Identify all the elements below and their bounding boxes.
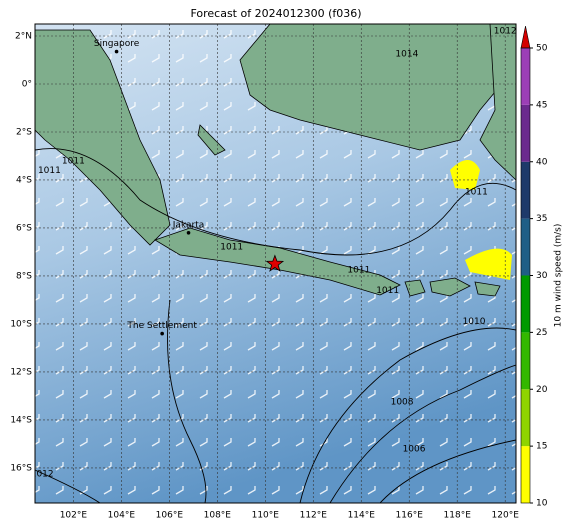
lon-label: 120°E [492, 511, 520, 521]
isobar-label: 1011 [465, 187, 488, 197]
colorbar-tick-label: 15 [536, 442, 547, 452]
lat-label: 2°N [15, 31, 32, 41]
colorbar-tick-label: 25 [536, 328, 547, 338]
place-label: The Settlement [126, 321, 197, 331]
lon-label: 116°E [396, 511, 424, 521]
lon-label: 104°E [108, 511, 136, 521]
colorbar-segment [521, 104, 530, 162]
lat-label: 16°S [10, 463, 32, 473]
isobar-label: 1006 [403, 444, 426, 454]
place-dot [114, 49, 119, 54]
isobar-label: 1011 [376, 286, 399, 296]
isobar-label: 1012 [494, 27, 517, 37]
lat-label: 2°S [16, 127, 32, 137]
colorbar-segment [521, 161, 530, 219]
place-dot [160, 331, 164, 336]
lon-label: 114°E [348, 511, 376, 521]
lon-label: 110°E [252, 511, 280, 521]
lat-label: 8°S [16, 271, 32, 281]
lon-label: 102°E [60, 511, 88, 521]
isobar-label: 1011 [62, 156, 85, 166]
colorbar-segment [521, 332, 530, 390]
isobar-label: 1010 [463, 317, 486, 327]
axes: 102°E 104°E 106°E 108°E 110°E 112°E 114°E 116°E… [10, 31, 519, 520]
colorbar-tick-label: 40 [536, 157, 548, 167]
isobar-label: 1011 [38, 166, 61, 176]
colorbar-tick-label: 10 [536, 499, 548, 509]
lon-label: 108°E [204, 511, 232, 521]
lat-label: 10°S [10, 319, 32, 329]
title: Forecast of 2024012300 (f036) [190, 7, 361, 20]
colorbar-segment [521, 218, 530, 276]
colorbar-label: 10 m wind speed (m/s) [554, 224, 564, 328]
colorbar-segment [521, 275, 530, 333]
place-label: Singapore [94, 39, 140, 49]
isobar-label: 1014 [395, 49, 418, 59]
location-marker [265, 254, 285, 272]
colorbar-tick-label: 50 [536, 44, 548, 54]
colorbar-segment [521, 389, 530, 447]
colorbar-tick-label: 20 [536, 385, 548, 395]
place-dot [186, 230, 191, 235]
lat-label: 0° [22, 79, 32, 89]
colorbar-segment [521, 446, 530, 503]
isobar-label: 1011 [347, 265, 370, 275]
colorbar-segment [521, 48, 530, 105]
colorbar-tick-label: 30 [536, 271, 548, 281]
lat-label: 12°S [10, 367, 32, 377]
graticule [35, 24, 516, 503]
colorbar-tick-label: 35 [536, 214, 547, 224]
colorbar: 10 15 20 25 30 35 40 45 50 10 m wind speed (m/s) [520, 25, 564, 509]
lat-label: 14°S [10, 415, 32, 425]
isobar-label: 1011 [220, 243, 243, 253]
lat-label: 6°S [16, 223, 32, 233]
map-frame [34, 23, 517, 504]
colorbar-extension [520, 25, 531, 49]
colorbar-tick-label: 45 [536, 100, 547, 110]
lon-label: 118°E [444, 511, 472, 521]
lon-label: 112°E [300, 511, 328, 521]
lon-label: 106°E [156, 511, 184, 521]
isobar-label: 1012 [31, 469, 54, 479]
lat-label: 4°S [16, 175, 32, 185]
place-label: Jakarta [172, 220, 204, 230]
isobar-label: 1008 [391, 397, 414, 407]
